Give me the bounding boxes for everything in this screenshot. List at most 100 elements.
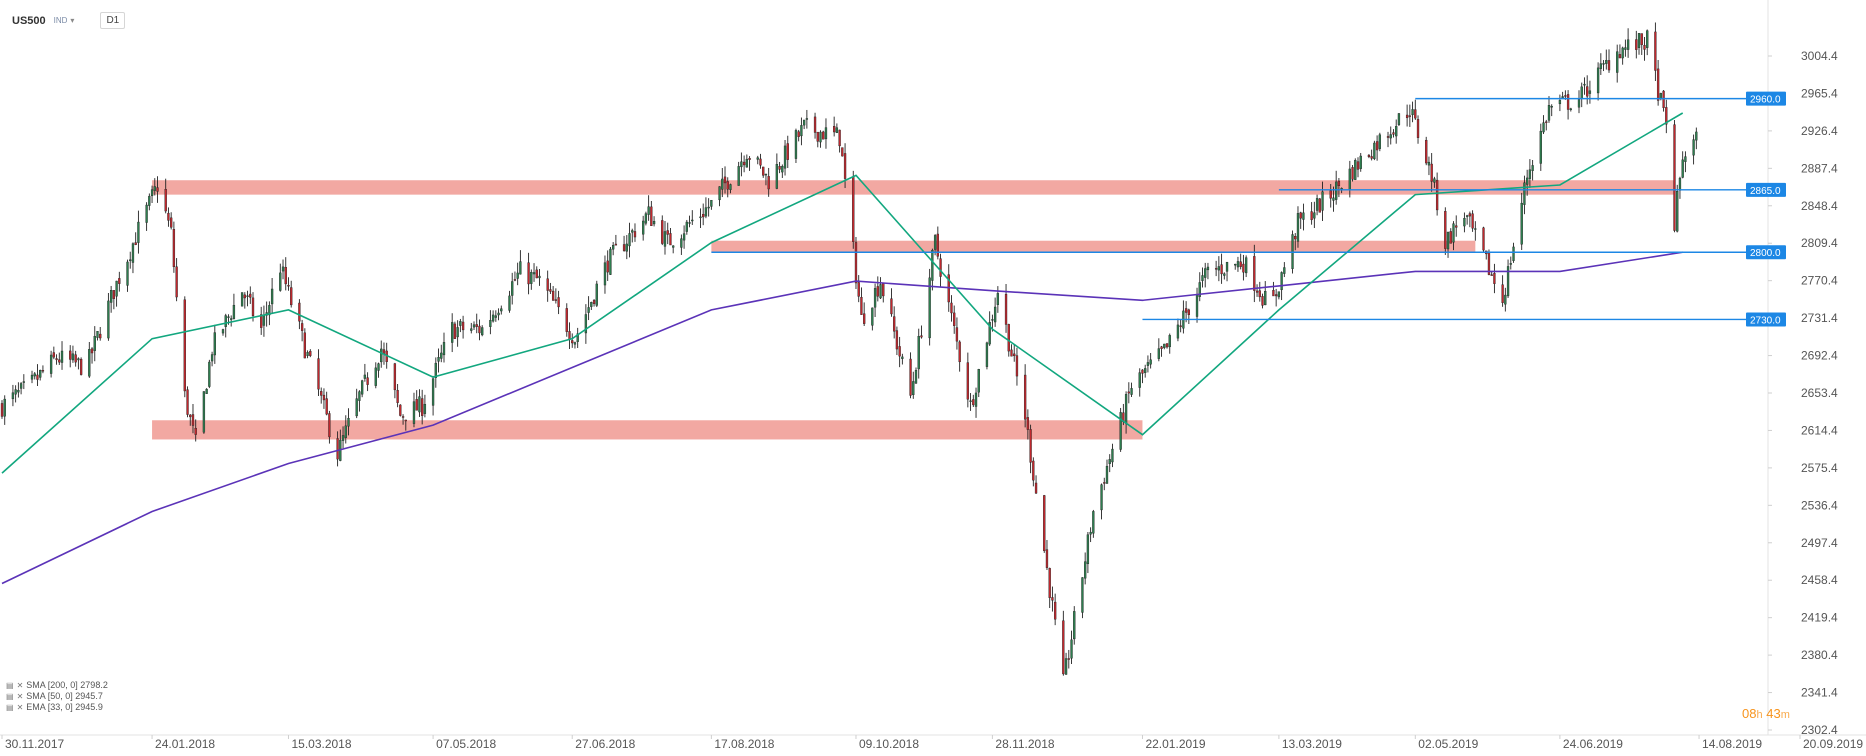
candle-body — [974, 392, 978, 407]
candle-body — [993, 306, 997, 323]
candle-body — [622, 244, 626, 251]
candle-body — [647, 206, 650, 215]
candle-body — [355, 398, 358, 417]
candle-body — [306, 352, 309, 356]
candle-body — [360, 380, 364, 395]
candle-body — [459, 321, 462, 326]
candle-body — [380, 348, 383, 363]
candle-body — [1523, 182, 1526, 205]
timeframe-selector[interactable]: D1 — [100, 12, 126, 29]
candle-body — [1395, 126, 1398, 137]
close-icon[interactable]: ✕ — [16, 692, 24, 701]
candle-body — [985, 342, 989, 367]
candle-body — [958, 341, 961, 363]
y-tick-label: 2497.4 — [1801, 536, 1838, 550]
price-level-label: 2960.0 — [1750, 95, 1781, 106]
candle-body — [819, 131, 822, 143]
candle-body — [1640, 33, 1643, 45]
settings-icon[interactable]: ▤ — [6, 703, 14, 712]
candle-body — [194, 427, 197, 435]
candle-body — [729, 184, 732, 190]
close-icon[interactable]: ✕ — [16, 703, 24, 712]
candle-body — [1509, 263, 1512, 265]
candle-body — [718, 186, 721, 201]
x-tick-label: 14.08.2019 — [1702, 737, 1762, 751]
candle-body — [210, 354, 214, 362]
candle-body — [1236, 261, 1240, 268]
candle-body — [1108, 459, 1111, 464]
candle-body — [33, 373, 36, 377]
candle-body — [1280, 272, 1283, 291]
candle-body — [1127, 391, 1130, 394]
candle-body — [1654, 31, 1657, 71]
candle-body — [1201, 275, 1204, 281]
instrument-type-badge: IND — [53, 16, 68, 25]
candle-body — [96, 331, 99, 338]
x-tick-label: 09.10.2018 — [859, 737, 919, 751]
candle-body — [1034, 482, 1038, 494]
y-tick-label: 2341.4 — [1801, 686, 1838, 700]
candle-body — [756, 157, 759, 160]
candle-body — [688, 222, 691, 224]
indicator-line — [1, 251, 1683, 585]
candle-body — [41, 370, 45, 372]
candle-body — [824, 127, 828, 140]
candle-body — [358, 391, 361, 401]
x-tick-label: 20.09.2019 — [1803, 737, 1863, 751]
candle-body — [1204, 268, 1207, 278]
candle-body — [202, 391, 206, 433]
candle-body — [816, 131, 819, 142]
candle-body — [1234, 263, 1237, 266]
candle-body — [802, 119, 806, 126]
candle-body — [377, 363, 380, 371]
candle-body — [1411, 109, 1414, 116]
candle-body — [298, 302, 301, 322]
candle-body — [1490, 274, 1493, 276]
candle-body — [489, 320, 492, 327]
y-tick-label: 2419.4 — [1801, 611, 1838, 625]
candle-body — [183, 299, 186, 392]
candle-body — [1141, 369, 1144, 374]
candle-body — [1244, 257, 1248, 274]
candle-body — [805, 118, 809, 120]
candle-body — [1198, 282, 1201, 297]
candle-body — [412, 401, 416, 424]
candle-body — [1692, 139, 1695, 156]
instrument-type-selector[interactable]: IND ▾ — [54, 16, 75, 25]
candle-body — [1378, 134, 1381, 149]
candle-body — [472, 324, 476, 328]
candle-body — [90, 348, 94, 354]
candle-body — [841, 147, 844, 157]
candle-body — [1332, 197, 1335, 201]
candle-body — [249, 293, 252, 298]
candle-body — [1665, 107, 1668, 125]
candle-body — [1452, 223, 1455, 243]
settings-icon[interactable]: ▤ — [6, 692, 14, 701]
candle-body — [1296, 213, 1300, 242]
candle-body — [1501, 284, 1504, 303]
candle-body — [614, 243, 618, 246]
candle-body — [262, 315, 266, 326]
symbol-label[interactable]: US500 — [12, 14, 46, 27]
settings-icon[interactable]: ▤ — [6, 681, 14, 690]
candle-body — [663, 231, 667, 247]
resistance-zone — [152, 420, 1143, 440]
x-tick-label: 28.11.2018 — [995, 737, 1054, 751]
candle-body — [1010, 349, 1013, 357]
candle-body — [453, 323, 457, 339]
x-tick-label: 30.11.2017 — [5, 737, 64, 751]
candle-body — [1405, 114, 1409, 119]
candle-body — [1635, 39, 1638, 50]
candle-body — [822, 131, 825, 140]
candle-body — [1435, 179, 1439, 211]
candle-body — [491, 314, 495, 322]
close-icon[interactable]: ✕ — [16, 681, 24, 690]
candle-body — [759, 158, 762, 166]
indicator-line — [1, 112, 1684, 474]
candle-body — [1187, 309, 1190, 316]
candle-body — [1373, 142, 1376, 160]
candle-body — [240, 292, 244, 307]
candle-body — [423, 403, 427, 414]
candle-body — [592, 300, 596, 305]
